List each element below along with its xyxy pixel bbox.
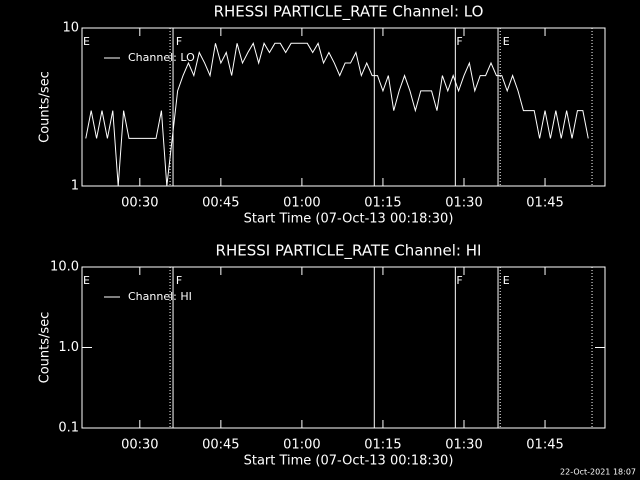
data-line: [85, 42, 589, 187]
x-tick-label: 00:45: [202, 438, 239, 453]
y-tick-label: 1.0: [58, 340, 79, 355]
flag-label: E: [503, 274, 510, 287]
footer: 22-Oct-2021 18:07: [560, 468, 636, 477]
flag-label: F: [456, 274, 462, 287]
x-tick-label: 01:45: [526, 438, 563, 453]
x-tick-label: 01:15: [364, 438, 401, 453]
flag-label: F: [176, 35, 182, 48]
x-tick-label: 01:30: [445, 438, 482, 453]
flag-label: F: [456, 35, 462, 48]
x-axis-label: Start Time (07-Oct-13 00:18:30): [244, 212, 454, 227]
y-tick-label: 1: [71, 179, 79, 194]
x-tick-label: 01:45: [526, 196, 563, 211]
y-tick-label: 10.0: [50, 260, 79, 275]
x-tick-label: 01:00: [283, 438, 320, 453]
x-tick-label: 01:00: [283, 196, 320, 211]
x-tick-label: 01:15: [364, 196, 401, 211]
y-tick-label: 10: [62, 21, 79, 36]
x-axis-label: Start Time (07-Oct-13 00:18:30): [244, 454, 454, 469]
flag-label: E: [83, 274, 90, 287]
x-tick-label: 00:30: [121, 196, 158, 211]
x-tick-label: 01:30: [445, 196, 482, 211]
flag-label: F: [176, 274, 182, 287]
flag-label: E: [83, 35, 90, 48]
legend-label: Channel: LO: [128, 51, 195, 64]
plot-frame: [81, 27, 606, 187]
flag-label: E: [503, 35, 510, 48]
legend-label: Channel: HI: [128, 290, 192, 303]
chart-title: RHESSI PARTICLE_RATE Channel: LO: [214, 3, 484, 22]
y-tick-label: 0.1: [58, 421, 79, 436]
chart-title: RHESSI PARTICLE_RATE Channel: HI: [216, 242, 482, 261]
x-tick-label: 00:45: [202, 196, 239, 211]
y-axis-label: Counts/sec: [38, 71, 53, 143]
x-tick-label: 00:30: [121, 438, 158, 453]
y-axis-label: Counts/sec: [38, 312, 53, 384]
